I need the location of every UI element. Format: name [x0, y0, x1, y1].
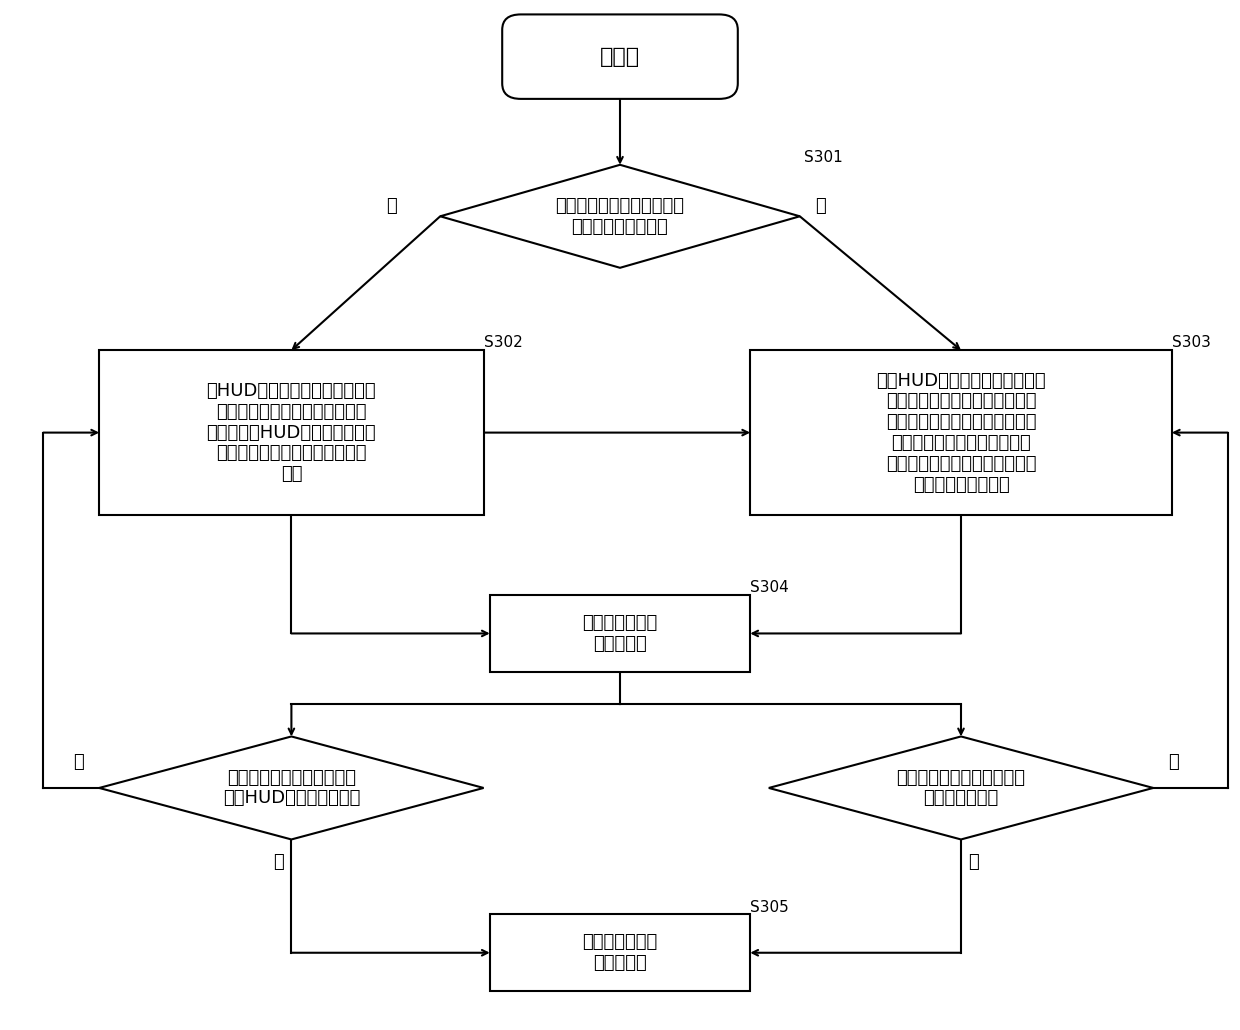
Polygon shape	[769, 736, 1153, 839]
Bar	[490, 595, 750, 673]
Text: 是: 是	[274, 853, 284, 871]
Text: 是否接收到外部设备所发送
的蓝牙通信连接请求: 是否接收到外部设备所发送 的蓝牙通信连接请求	[556, 197, 684, 236]
Polygon shape	[99, 736, 484, 839]
Text: 初始化: 初始化	[600, 46, 640, 67]
Polygon shape	[440, 165, 800, 268]
Text: 从被动方式切换
至主动方式: 从被动方式切换 至主动方式	[583, 614, 657, 653]
Text: S305: S305	[750, 899, 789, 915]
Text: 否: 否	[1168, 753, 1179, 771]
Text: 否: 否	[815, 197, 826, 215]
Text: 控制HUD工作在主动方式下，周
期性地搜索外部设备进行蓝牙配
对，并在蓝牙配对成功后与一个
外部设备进行点对点的蓝牙通
信，或者，与多个外部设备进行
一点多址的: 控制HUD工作在主动方式下，周 期性地搜索外部设备进行蓝牙配 对，并在蓝牙配对成…	[877, 372, 1045, 493]
Text: 将HUD作为从设备，将发出蓝牙
通信连接请求的外部设备作为主
设备，控制HUD工作在被动方式
下与外部设备进行点对点的蓝牙
通信: 将HUD作为从设备，将发出蓝牙 通信连接请求的外部设备作为主 设备，控制HUD工…	[207, 382, 376, 483]
Text: 是: 是	[386, 197, 397, 215]
Text: 是: 是	[968, 853, 978, 871]
Bar	[99, 350, 484, 515]
Text: 从主动方式切换
至被动方式: 从主动方式切换 至被动方式	[583, 933, 657, 972]
Text: 当前连接的外部设备主动断
开与HUD的蓝牙通信连接: 当前连接的外部设备主动断 开与HUD的蓝牙通信连接	[223, 768, 360, 808]
Text: S304: S304	[750, 580, 789, 595]
Text: S301: S301	[804, 149, 842, 165]
Text: S303: S303	[1172, 335, 1210, 350]
Text: 否: 否	[73, 753, 84, 771]
Text: S302: S302	[484, 335, 522, 350]
FancyBboxPatch shape	[502, 14, 738, 99]
Bar	[750, 350, 1172, 515]
Bar	[490, 915, 750, 991]
Text: 接收到外部设备所发送的蓝
牙通信连接请求: 接收到外部设备所发送的蓝 牙通信连接请求	[897, 768, 1025, 808]
